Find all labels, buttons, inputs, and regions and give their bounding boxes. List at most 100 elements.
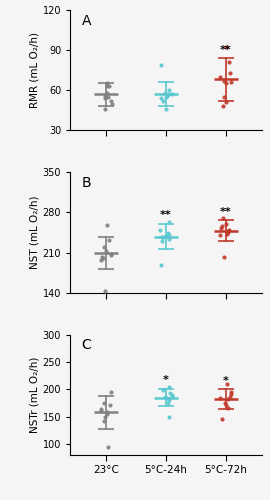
Point [99, 405, 103, 413]
Point [229, 78, 234, 86]
Point [219, 224, 223, 232]
Point [227, 58, 231, 66]
Point [109, 251, 113, 259]
Point [224, 80, 228, 88]
Point [161, 97, 166, 105]
Point [165, 394, 170, 402]
Point [228, 69, 232, 77]
Point [221, 214, 226, 222]
Point [224, 220, 228, 228]
Point [102, 243, 106, 251]
Point [167, 396, 171, 404]
Point [166, 398, 170, 406]
Point [226, 227, 230, 235]
Point [228, 390, 233, 398]
Point [226, 404, 230, 412]
Point [170, 392, 174, 400]
Text: B: B [82, 176, 91, 190]
Point [227, 226, 232, 234]
Point [103, 94, 107, 102]
Point [104, 221, 109, 229]
Point [163, 393, 168, 401]
Point [225, 380, 229, 388]
Point [224, 402, 228, 409]
Point [110, 100, 114, 108]
Point [104, 89, 109, 97]
Point [106, 93, 110, 101]
Point [109, 388, 113, 396]
Text: C: C [82, 338, 92, 352]
Point [104, 80, 109, 88]
Point [159, 61, 163, 69]
Point [225, 228, 230, 236]
Text: *: * [223, 376, 229, 386]
Point [105, 82, 110, 90]
Point [170, 392, 174, 400]
Point [167, 231, 171, 239]
Point [102, 398, 106, 406]
Point [109, 97, 113, 105]
Point [99, 256, 103, 264]
Point [161, 232, 165, 240]
Point [170, 90, 174, 98]
Point [159, 94, 163, 102]
Point [103, 287, 107, 295]
Point [225, 230, 229, 237]
Point [167, 235, 171, 243]
Point [167, 218, 171, 226]
Point [218, 73, 222, 81]
Point [222, 253, 227, 261]
Text: **: ** [220, 44, 232, 54]
Point [226, 394, 230, 402]
Point [103, 105, 107, 113]
Text: **: ** [160, 210, 172, 220]
Point [167, 382, 171, 390]
Point [164, 105, 168, 113]
Point [229, 388, 233, 396]
Point [105, 408, 109, 416]
Point [106, 236, 111, 244]
Point [102, 417, 106, 425]
Point [221, 77, 226, 85]
Point [104, 410, 109, 418]
Point [164, 93, 168, 101]
Point [103, 92, 107, 100]
Point [164, 92, 169, 100]
Point [161, 386, 165, 394]
Point [100, 253, 104, 261]
Point [167, 412, 171, 420]
Y-axis label: NST (mL O₂/h): NST (mL O₂/h) [30, 196, 40, 269]
Point [166, 229, 170, 237]
Point [160, 233, 165, 241]
Point [220, 416, 224, 424]
Point [168, 389, 172, 397]
Point [100, 254, 105, 262]
Point [163, 89, 167, 97]
Text: A: A [82, 14, 91, 28]
Point [104, 248, 109, 256]
Y-axis label: RMR (mL O₂/h): RMR (mL O₂/h) [30, 32, 40, 108]
Point [222, 93, 226, 101]
Point [218, 394, 222, 402]
Text: **: ** [220, 207, 232, 217]
Point [218, 231, 222, 239]
Point [224, 98, 229, 106]
Point [109, 250, 113, 258]
Point [221, 102, 225, 110]
Point [108, 402, 112, 409]
Point [220, 222, 224, 230]
Point [228, 393, 232, 401]
Point [158, 226, 163, 234]
Text: *: * [163, 375, 169, 385]
Point [159, 261, 163, 269]
Point [106, 444, 110, 452]
Point [164, 232, 168, 240]
Y-axis label: NSTr (mL O₂/h): NSTr (mL O₂/h) [30, 356, 40, 433]
Point [222, 398, 227, 406]
Point [103, 412, 107, 420]
Point [167, 86, 171, 94]
Point [107, 82, 111, 90]
Point [160, 236, 164, 244]
Point [99, 406, 104, 414]
Point [224, 44, 228, 52]
